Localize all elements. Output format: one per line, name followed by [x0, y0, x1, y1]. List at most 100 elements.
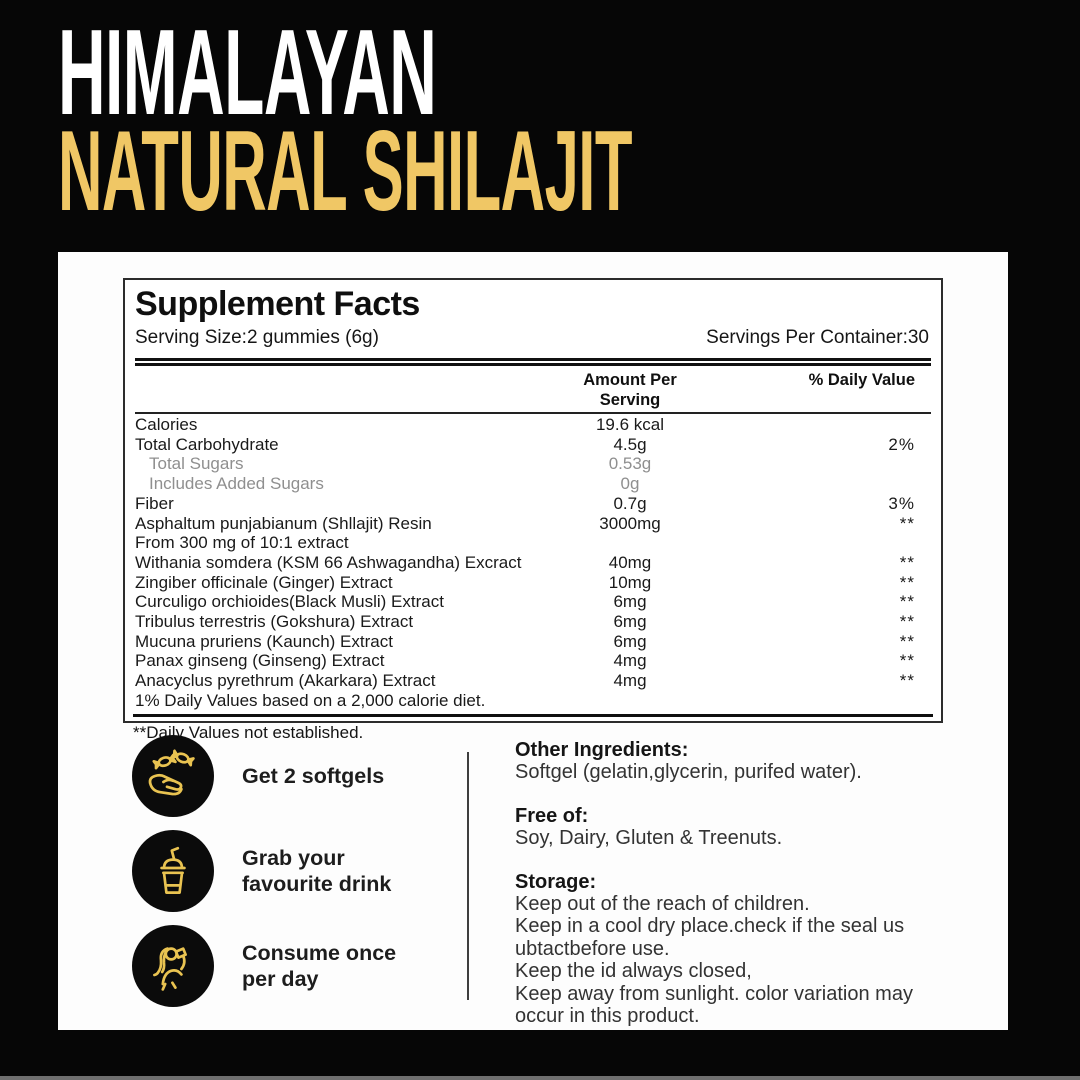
thick-rule — [133, 713, 933, 717]
nutrient-name: Calories — [135, 415, 198, 434]
nutrient-name: 1% Daily Values based on a 2,000 calorie… — [135, 690, 486, 710]
nutrient-daily-value: ** — [899, 651, 915, 671]
instruction-label: Get 2 softgels — [242, 763, 384, 789]
facts-footnote: **Daily Values not established. — [133, 722, 364, 742]
nutrient-name: Curculigo orchioides(Black Musli) Extrac… — [135, 592, 444, 612]
facts-row: Total Carbohydrate 4.5g 2% — [125, 435, 941, 455]
nutrient-name: Fiber — [135, 493, 174, 513]
info-line: Keep out of the reach of children. — [515, 893, 810, 916]
nutrient-name: From 300 mg of 10:1 extract — [135, 533, 349, 553]
facts-row: Anacyclus pyrethrum (Akarkara) Extract 4m… — [125, 671, 941, 691]
nutrient-name: Withania somdera (KSM 66 Ashwagandha) Ex… — [135, 552, 522, 572]
brand-title-line2: NATURAL SHILAJIT — [58, 108, 632, 235]
nutrient-amount: 0.53g — [608, 454, 652, 474]
nutrient-amount: 10mg — [608, 572, 652, 592]
nutrient-amount: 0g — [620, 474, 640, 494]
column-header-daily-value: % Daily Value — [808, 371, 915, 389]
facts-row: Fiber 0.7g 3% — [125, 494, 941, 514]
instruction-label-line: per day — [242, 967, 319, 991]
facts-row: Calories 19.6 kcal — [125, 415, 941, 435]
nutrient-amount: 6mg — [613, 631, 647, 651]
info-column: Other Ingredients: Softgel (gelatin,glyce… — [515, 739, 951, 1027]
info-block: Free of: Soy, Dairy, Gluten & Treenuts. — [515, 805, 951, 850]
nutrient-amount — [555, 533, 705, 553]
info-line: ubtactbefore use. — [515, 937, 670, 960]
bottom-strip — [0, 1076, 1080, 1080]
nutrient-amount: 0.7g — [613, 493, 647, 513]
info-heading: Free of: — [515, 804, 589, 827]
label-panel: Supplement Facts Serving Size:2 gummies … — [58, 252, 1008, 1030]
nutrient-name: Tribulus terrestris (Gokshura) Extract — [135, 612, 414, 632]
facts-row: Panax ginseng (Ginseng) Extract 4mg ** — [125, 651, 941, 671]
info-block: Other Ingredients: Softgel (gelatin,glyce… — [515, 739, 951, 784]
nutrient-daily-value: ** — [899, 513, 915, 533]
info-block: Storage: Keep out of the reach of childre… — [515, 871, 951, 1028]
info-heading: Other Ingredients: — [515, 739, 689, 761]
nutrient-name: Zingiber officinale (Ginger) Extract — [135, 572, 393, 592]
serving-size: Serving Size:2 gummies (6g) — [135, 327, 379, 348]
nutrient-name: Total Carbohydrate — [135, 434, 279, 454]
info-line: Softgel (gelatin,glycerin, purifed water… — [515, 761, 862, 784]
instruction-item: Consume once per day — [132, 925, 462, 1007]
brand-title-line1: HIMALAYAN — [58, 4, 437, 140]
vertical-divider — [467, 752, 469, 1000]
nutrient-name: Panax ginseng (Ginseng) Extract — [135, 651, 385, 671]
info-line: Keep in a cool dry place.check if the se… — [515, 915, 905, 938]
nutrient-name: Anacyclus pyrethrum (Akarkara) Extract — [135, 671, 436, 691]
nutrient-name: Total Sugars — [149, 454, 244, 474]
servings-per-container: Servings Per Container:30 — [706, 327, 929, 348]
column-header-spacer — [135, 370, 555, 410]
nutrient-amount: 4.5g — [613, 434, 647, 454]
facts-row: Includes Added Sugars 0g — [125, 474, 941, 494]
nutrient-daily-value — [705, 454, 915, 474]
column-header-amount: Amount Per Serving — [583, 371, 677, 409]
instruction-label-line: favourite drink — [242, 872, 392, 896]
nutrient-name: Includes Added Sugars — [149, 474, 324, 494]
nutrient-daily-value — [705, 533, 915, 553]
nutrient-daily-value — [705, 474, 915, 494]
info-line: Soy, Dairy, Gluten & Treenuts. — [515, 827, 783, 850]
nutrient-daily-value: 3% — [888, 493, 915, 513]
instruction-label-line: Consume once — [242, 941, 397, 965]
serving-row: Serving Size:2 gummies (6g) Servings Per… — [135, 326, 929, 350]
facts-row: Tribulus terrestris (Gokshura) Extract 6m… — [125, 612, 941, 632]
drink-cup-icon — [132, 830, 214, 912]
nutrient-amount: 19.6 kcal — [595, 415, 665, 434]
facts-title: Supplement Facts — [135, 285, 420, 323]
facts-row: Total Sugars 0.53g — [125, 454, 941, 474]
nutrient-amount: 6mg — [613, 612, 647, 632]
usage-instructions: Get 2 softgels Grab your favourite drink Co… — [132, 735, 462, 1020]
facts-row: Asphaltum punjabianum (Shllajit) Resin 30… — [125, 514, 941, 534]
instruction-label-line: Get 2 softgels — [242, 764, 385, 788]
person-drinking-icon — [132, 925, 214, 1007]
column-header-row: Amount Per Serving % Daily Value — [125, 370, 941, 410]
brand-title: HIMALAYAN NATURAL SHILAJIT — [58, 4, 1080, 235]
nutrient-amount: 6mg — [613, 592, 647, 612]
facts-row: Mucuna pruriens (Kaunch) Extract 6mg ** — [125, 632, 941, 652]
softgels-hand-icon — [132, 735, 214, 817]
info-line: Keep away from sunlight. color variation… — [515, 982, 913, 1005]
facts-row: 1% Daily Values based on a 2,000 calorie… — [125, 691, 941, 711]
instruction-item: Get 2 softgels — [132, 735, 462, 817]
instruction-item: Grab your favourite drink — [132, 830, 462, 912]
thin-rule — [135, 412, 931, 414]
nutrient-amount: 40mg — [608, 552, 652, 572]
nutrient-daily-value — [705, 415, 915, 435]
info-heading: Storage: — [515, 870, 597, 893]
info-line: occur in this product. — [515, 1005, 700, 1028]
nutrient-daily-value: ** — [899, 552, 915, 572]
instruction-label-line: Grab your — [242, 846, 345, 870]
facts-row: From 300 mg of 10:1 extract — [125, 533, 941, 553]
facts-rows: Calories 19.6 kcal Total Carbohydrate 4.5g 2… — [125, 415, 941, 711]
nutrient-name: Asphaltum punjabianum (Shllajit) Resin — [135, 513, 432, 533]
instruction-label: Grab your favourite drink — [242, 845, 391, 897]
nutrient-daily-value: ** — [899, 631, 915, 651]
instruction-label: Consume once per day — [242, 940, 396, 992]
nutrient-amount: 4mg — [613, 651, 647, 671]
nutrient-daily-value — [705, 691, 915, 711]
facts-row: Curculigo orchioides(Black Musli) Extrac… — [125, 592, 941, 612]
nutrient-daily-value: ** — [899, 671, 915, 691]
nutrient-daily-value: ** — [899, 572, 915, 592]
nutrient-daily-value: 2% — [888, 434, 915, 454]
